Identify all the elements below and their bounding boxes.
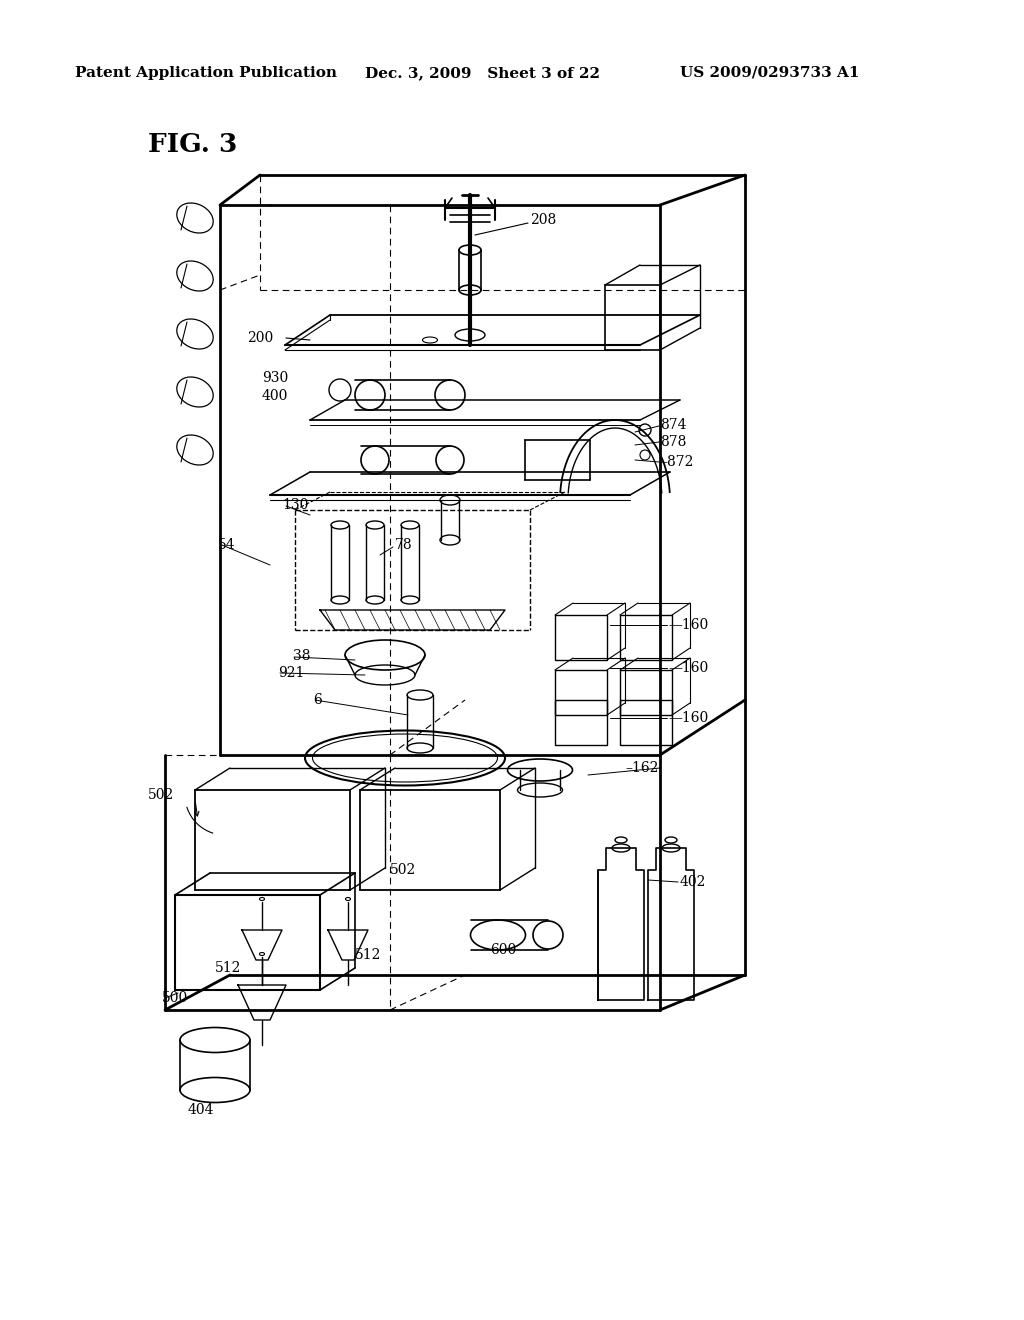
Text: 878: 878 — [660, 436, 686, 449]
Text: 500: 500 — [162, 991, 188, 1005]
Bar — [620, 700, 672, 744]
Text: Patent Application Publication: Patent Application Publication — [75, 66, 337, 81]
Text: –872: –872 — [660, 455, 693, 469]
Text: 921: 921 — [278, 667, 304, 680]
Bar — [620, 615, 672, 660]
Text: 502: 502 — [390, 863, 416, 876]
Text: 930: 930 — [262, 371, 288, 385]
Bar — [555, 615, 607, 660]
Text: 38: 38 — [293, 649, 310, 663]
Text: FIG. 3: FIG. 3 — [148, 132, 238, 157]
Text: 130: 130 — [282, 498, 308, 512]
Text: –162: –162 — [625, 762, 658, 775]
Text: 54: 54 — [218, 539, 236, 552]
Text: 400: 400 — [262, 389, 289, 403]
Text: Dec. 3, 2009   Sheet 3 of 22: Dec. 3, 2009 Sheet 3 of 22 — [365, 66, 600, 81]
Text: 404: 404 — [188, 1104, 214, 1117]
Text: 512: 512 — [215, 961, 242, 975]
Text: 208: 208 — [530, 213, 556, 227]
Text: 600: 600 — [490, 942, 516, 957]
Text: —160: —160 — [668, 711, 709, 725]
Text: 874: 874 — [660, 418, 686, 432]
Text: 78: 78 — [395, 539, 413, 552]
Bar — [620, 671, 672, 715]
Bar — [555, 671, 607, 715]
Text: 402: 402 — [680, 875, 707, 888]
Text: 6: 6 — [313, 693, 322, 708]
Text: 502: 502 — [148, 788, 174, 803]
Text: —160: —160 — [668, 661, 709, 675]
Bar — [555, 700, 607, 744]
Text: US 2009/0293733 A1: US 2009/0293733 A1 — [680, 66, 859, 81]
Text: 512: 512 — [355, 948, 381, 962]
Text: —160: —160 — [668, 618, 709, 632]
Text: 200: 200 — [247, 331, 273, 345]
